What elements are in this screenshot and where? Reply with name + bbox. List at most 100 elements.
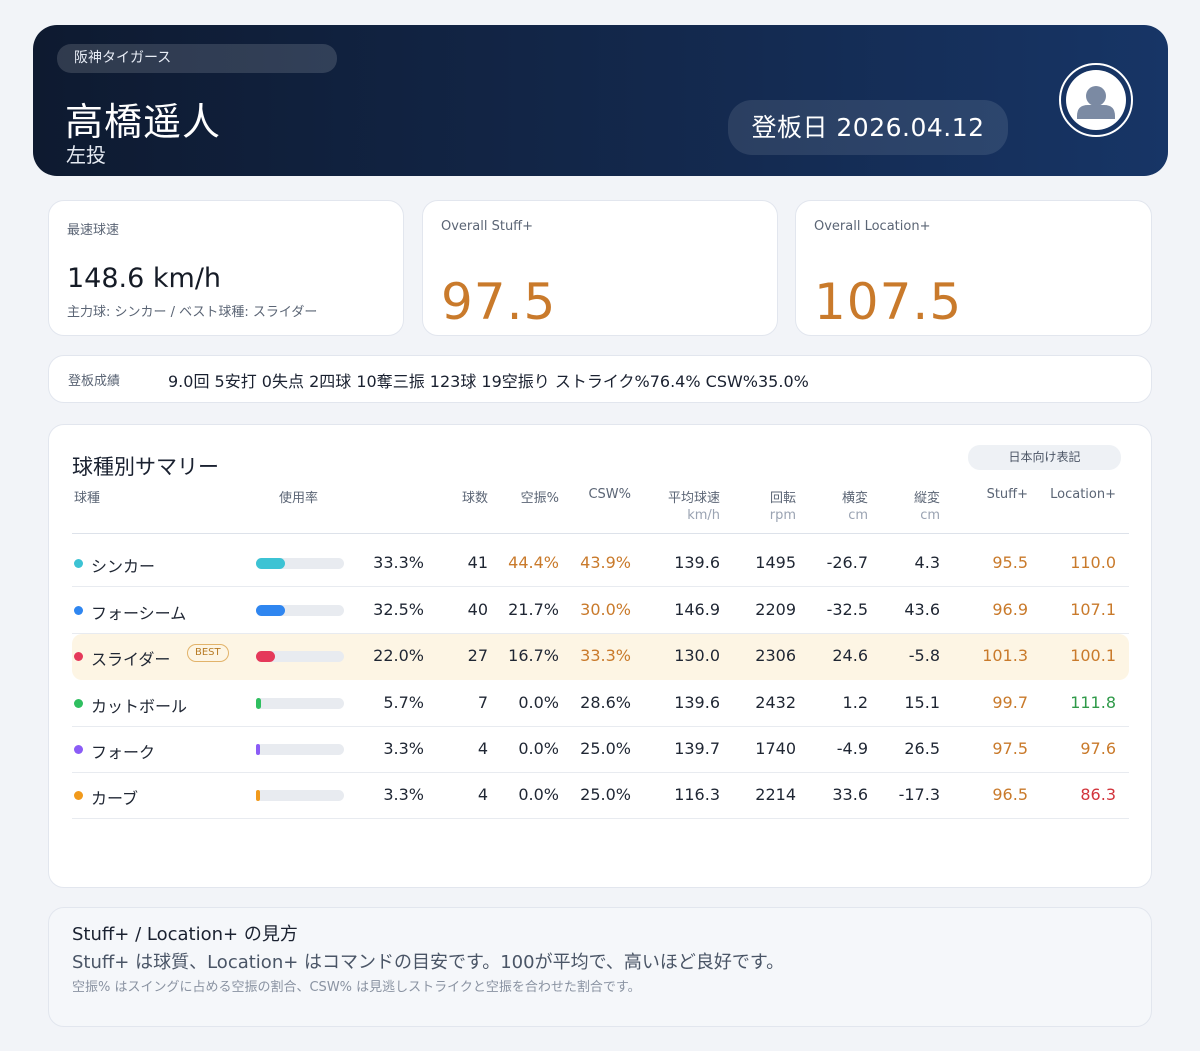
cell-csw: 33.3% — [580, 646, 631, 665]
col-header-usage: 使用率 — [279, 491, 319, 506]
cell-stuff: 95.5 — [992, 553, 1028, 572]
usage-bar — [256, 651, 344, 662]
cell-vmov: -5.8 — [908, 646, 940, 665]
pitch-name: フォーシーム — [91, 604, 187, 623]
cell-usage: 3.3% — [383, 739, 424, 758]
col-header-spin: 回転 — [769, 491, 796, 506]
cell-count: 4 — [477, 785, 488, 804]
cell-csw: 43.9% — [580, 553, 631, 572]
cell-velo: 116.3 — [674, 785, 720, 804]
cell-location: 86.3 — [1080, 785, 1116, 804]
cell-count: 27 — [467, 646, 488, 665]
cell-whiff: 21.7% — [508, 600, 559, 619]
cell-hmov: -4.9 — [836, 739, 868, 758]
pitch-color-dot — [74, 559, 83, 568]
player-header: 阪神タイガース 高橋遥人 左投 登板日 2026.04.12 — [33, 25, 1168, 176]
col-unit-horizontal-break: cm — [848, 508, 868, 523]
primary-pitch-note: 主力球: シンカー / ベスト球種: スライダー — [67, 305, 318, 320]
cell-csw: 25.0% — [580, 739, 631, 758]
metric-explanation-card: Stuff+ / Location+ の見方 Stuff+ は球質、Locati… — [48, 907, 1152, 1027]
usage-bar — [256, 605, 344, 616]
japanese-notation-toggle[interactable]: 日本向け表記 — [968, 445, 1121, 470]
cell-csw: 30.0% — [580, 600, 631, 619]
pitch-row: カットボール 5.7% 7 0.0% 28.6% 139.6 2432 1.2 15.1 99.7… — [72, 681, 1129, 727]
pitch-color-dot — [74, 652, 83, 661]
cell-spin: 2209 — [755, 600, 796, 619]
pitch-name: フォーク — [91, 743, 156, 762]
cell-count: 4 — [477, 739, 488, 758]
overall-location-value: 107.5 — [814, 273, 963, 331]
explanation-main: Stuff+ は球質、Location+ はコマンドの目安です。100が平均で、… — [72, 952, 785, 973]
cell-velo: 139.6 — [674, 693, 720, 712]
usage-bar — [256, 790, 344, 801]
player-throwing-hand: 左投 — [66, 143, 106, 167]
explanation-title: Stuff+ / Location+ の見方 — [72, 924, 298, 945]
usage-bar-fill — [256, 744, 260, 755]
usage-bar-fill — [256, 558, 285, 569]
best-pitch-badge: BEST — [187, 644, 229, 662]
usage-bar — [256, 698, 344, 709]
usage-bar-fill — [256, 605, 285, 616]
header-divider — [72, 533, 1129, 534]
pitch-name: シンカー — [91, 557, 156, 576]
cell-usage: 5.7% — [383, 693, 424, 712]
cell-hmov: 33.6 — [832, 785, 868, 804]
cell-velo: 130.0 — [674, 646, 720, 665]
pitch-color-dot — [74, 745, 83, 754]
pitch-name: スライダー — [91, 650, 171, 669]
usage-bar — [256, 744, 344, 755]
team-badge: 阪神タイガース — [57, 44, 337, 73]
cell-hmov: -26.7 — [826, 553, 868, 572]
col-unit-velocity: km/h — [687, 508, 720, 523]
pitch-name: カットボール — [91, 697, 188, 716]
top-velocity-label: 最速球速 — [67, 223, 120, 238]
cell-vmov: 15.1 — [904, 693, 940, 712]
cell-vmov: 4.3 — [914, 553, 940, 572]
game-record-label: 登板成績 — [68, 374, 121, 389]
cell-stuff: 96.9 — [992, 600, 1028, 619]
avatar — [1059, 63, 1133, 137]
cell-location: 97.6 — [1080, 739, 1116, 758]
usage-bar-fill — [256, 698, 261, 709]
cell-usage: 33.3% — [373, 553, 424, 572]
cell-spin: 1740 — [755, 739, 796, 758]
cell-spin: 1495 — [755, 553, 796, 572]
cell-whiff: 44.4% — [508, 553, 559, 572]
top-velocity-value: 148.6 km/h — [67, 263, 222, 294]
cell-usage: 3.3% — [383, 785, 424, 804]
pitch-color-dot — [74, 606, 83, 615]
cell-whiff: 0.0% — [518, 693, 559, 712]
cell-stuff: 96.5 — [992, 785, 1028, 804]
explanation-note: 空振% はスイングに占める空振の割合、CSW% は見逃しストライクと空振を合わせ… — [72, 980, 641, 995]
cell-stuff: 101.3 — [982, 646, 1028, 665]
cell-csw: 25.0% — [580, 785, 631, 804]
user-silhouette-icon — [1066, 70, 1126, 130]
cell-hmov: 1.2 — [842, 693, 868, 712]
pitch-color-dot — [74, 699, 83, 708]
col-header-velocity: 平均球速 — [667, 491, 720, 506]
top-velocity-card: 最速球速 148.6 km/h 主力球: シンカー / ベスト球種: スライダー — [48, 200, 404, 336]
cell-location: 111.8 — [1070, 693, 1116, 712]
col-header-horizontal-break: 横変 — [841, 491, 868, 506]
cell-spin: 2214 — [755, 785, 796, 804]
cell-stuff: 99.7 — [992, 693, 1028, 712]
cell-vmov: 43.6 — [904, 600, 940, 619]
col-unit-vertical-break: cm — [920, 508, 940, 523]
pitch-row: カーブ 3.3% 4 0.0% 25.0% 116.3 2214 33.6 -17.3 96.5 8… — [72, 773, 1129, 819]
pitch-color-dot — [74, 791, 83, 800]
cell-whiff: 16.7% — [508, 646, 559, 665]
cell-csw: 28.6% — [580, 693, 631, 712]
pitch-row: スライダー BEST 22.0% 27 16.7% 33.3% 130.0 2306 24.6 -… — [72, 634, 1129, 680]
pitch-summary-title: 球種別サマリー — [72, 455, 219, 479]
usage-bar — [256, 558, 344, 569]
cell-stuff: 97.5 — [992, 739, 1028, 758]
game-record-text: 9.0回 5安打 0失点 2四球 10奪三振 123球 19空振り ストライク%… — [168, 372, 809, 391]
cell-usage: 22.0% — [373, 646, 424, 665]
overall-stuff-label: Overall Stuff+ — [441, 219, 534, 234]
pitch-name: カーブ — [91, 789, 139, 808]
cell-hmov: 24.6 — [832, 646, 868, 665]
cell-count: 41 — [467, 553, 488, 572]
col-header-stuff: Stuff+ — [986, 487, 1028, 502]
cell-count: 40 — [467, 600, 488, 619]
cell-velo: 139.7 — [674, 739, 720, 758]
